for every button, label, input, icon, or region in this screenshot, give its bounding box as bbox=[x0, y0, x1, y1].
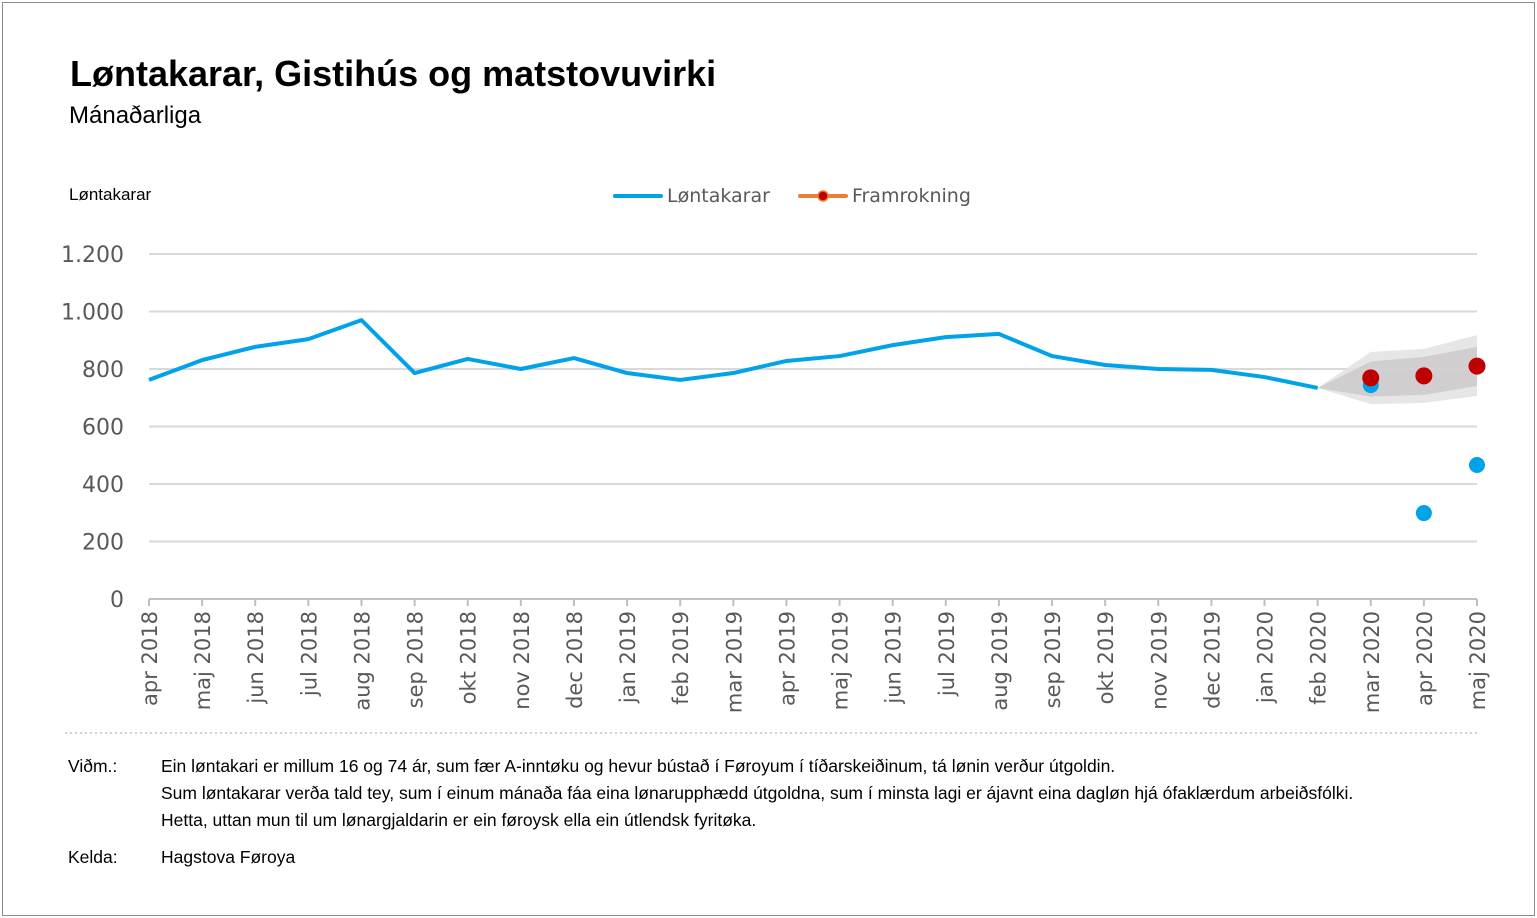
x-tick-label: nov 2018 bbox=[510, 611, 534, 710]
x-tick-label: aug 2018 bbox=[350, 611, 374, 711]
plot-area: 0 200 400 600 800 1.000 1.200 apr 2018 maj 2018 j… bbox=[61, 243, 1490, 734]
y-tick-label: 600 bbox=[82, 416, 124, 441]
x-tick-label: jun 2019 bbox=[882, 611, 906, 705]
legend-label: Løntakarar bbox=[667, 185, 770, 207]
x-tick-label: jun 2018 bbox=[244, 611, 268, 705]
x-tick-label: nov 2019 bbox=[1147, 611, 1171, 710]
x-tick-label: okt 2018 bbox=[457, 611, 481, 704]
legend-label: Framrokning bbox=[851, 185, 971, 207]
x-tick-label: apr 2018 bbox=[138, 611, 162, 706]
y-tick-label: 400 bbox=[82, 473, 124, 498]
legend-item-framrokning: Framrokning bbox=[797, 185, 971, 207]
x-tick-label: apr 2020 bbox=[1413, 611, 1437, 706]
series-line-lontakarar bbox=[148, 318, 1319, 390]
x-tick-label: jul 2018 bbox=[297, 611, 321, 697]
x-tick-label: apr 2019 bbox=[775, 611, 799, 706]
y-tick-label: 1.000 bbox=[61, 301, 124, 326]
source-value: Hagstova Føroya bbox=[161, 847, 296, 867]
note-line: Ein løntakari er millum 16 og 74 ár, sum… bbox=[161, 756, 1116, 776]
point-framrokning bbox=[1362, 369, 1380, 387]
point-framrokning bbox=[1415, 367, 1433, 385]
x-tick-label: feb 2019 bbox=[669, 611, 693, 705]
notes: Viðm.: Ein løntakari er millum 16 og 74 … bbox=[68, 753, 1353, 871]
y-tick-label: 1.200 bbox=[61, 243, 124, 268]
point-lontakarar bbox=[1415, 505, 1432, 522]
chart-subtitle: Mánaðarliga bbox=[69, 102, 202, 129]
y-tick-label: 800 bbox=[82, 358, 124, 383]
x-tick-label: sep 2019 bbox=[1041, 611, 1065, 708]
point-lontakarar bbox=[1469, 457, 1485, 474]
legend-line-blue-icon bbox=[613, 194, 663, 198]
x-tick-label: jan 2020 bbox=[1254, 611, 1278, 704]
x-tick-label: mar 2019 bbox=[722, 611, 746, 713]
x-tick-label: maj 2020 bbox=[1466, 611, 1490, 710]
x-tick-label: jul 2019 bbox=[935, 611, 959, 697]
x-tick-label: jan 2019 bbox=[616, 611, 640, 704]
y-axis-label: Løntakarar bbox=[69, 185, 152, 204]
x-tick-label: dec 2019 bbox=[1200, 611, 1224, 709]
x-tick-label: sep 2018 bbox=[404, 611, 428, 708]
note-line: Hetta, uttan mun til um lønargjaldarin e… bbox=[161, 810, 757, 830]
source-label: Kelda: bbox=[68, 847, 118, 867]
legend: Løntakarar Framrokning bbox=[613, 185, 971, 207]
x-tick-label: maj 2019 bbox=[829, 611, 853, 710]
legend-marker-red-icon bbox=[797, 190, 848, 202]
y-tick-label: 200 bbox=[82, 531, 124, 556]
x-tick-label: okt 2019 bbox=[1094, 611, 1118, 704]
y-tick-label: 0 bbox=[110, 588, 124, 613]
forecast-band-inner bbox=[1317, 346, 1477, 397]
chart-title: Løntakarar, Gistihús og matstovuvirki bbox=[70, 53, 717, 94]
x-tick-label: feb 2020 bbox=[1307, 611, 1331, 705]
x-tick-label: aug 2019 bbox=[988, 611, 1012, 711]
x-tick-label: maj 2018 bbox=[191, 611, 215, 710]
notes-label: Viðm.: bbox=[68, 756, 118, 776]
legend-item-lontakarar: Løntakarar bbox=[613, 185, 770, 207]
point-framrokning bbox=[1468, 357, 1486, 375]
x-tick-label: dec 2018 bbox=[563, 611, 587, 709]
x-tick-label: mar 2020 bbox=[1360, 611, 1384, 713]
note-line: Sum løntakarar verða tald tey, sum í ein… bbox=[161, 783, 1354, 803]
